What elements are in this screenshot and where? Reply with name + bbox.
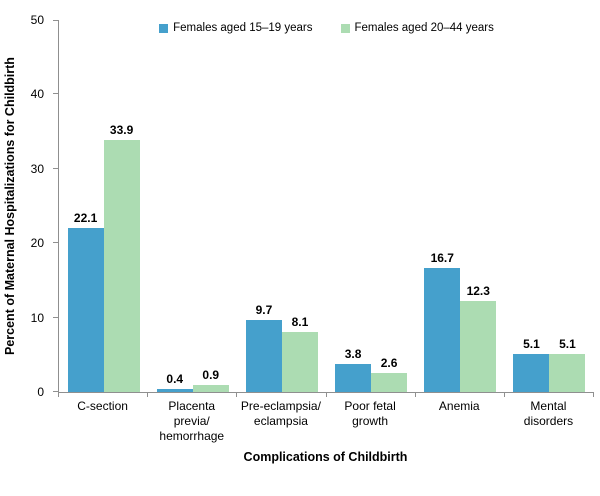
x-tick-mark: [236, 392, 238, 397]
bar-groups: 22.1 33.9 0.4 0.9 9.7 8.1 3.8 2.6 16.7 12.3 5.1 5.1: [59, 20, 594, 392]
x-category-label: Poor fetal growth: [344, 399, 396, 428]
y-tick-mark: [53, 316, 59, 318]
x-category-label: Placenta previa/hemorrhage: [159, 399, 225, 443]
legend-label: Females aged 15–19 years: [173, 22, 313, 34]
x-tick-mark: [325, 392, 327, 397]
bar-group: 16.7 12.3: [416, 20, 505, 392]
bar-value-label: 2.6: [380, 355, 398, 370]
x-tick-mark: [503, 392, 505, 397]
legend-item: Females aged 20–44 years: [340, 22, 494, 34]
x-category-label: Pre-eclampsia/eclampsia: [240, 399, 321, 428]
bar: 12.3: [460, 284, 497, 392]
y-tick-mark: [53, 20, 59, 21]
bar: 2.6: [371, 356, 408, 392]
bar: 3.8: [335, 347, 372, 392]
x-category-label: C-section: [77, 399, 128, 413]
bar-value-label: 5.1: [523, 337, 540, 352]
y-tick-label: 50: [30, 13, 44, 27]
bar-value-label: 0.9: [202, 368, 220, 383]
x-tick-mark: [414, 392, 416, 397]
legend-swatch-icon: [159, 23, 169, 33]
legend-label: Females aged 20–44 years: [354, 22, 494, 34]
bar-group: 22.1 33.9: [59, 20, 148, 392]
bar-value-label: 8.1: [291, 314, 309, 329]
x-tick-mark: [58, 392, 59, 397]
bar: 9.7: [245, 303, 282, 392]
x-tick-mark: [147, 392, 149, 397]
y-tick-label: 40: [30, 87, 44, 102]
bar-value-label: 3.8: [344, 346, 362, 361]
bar-value-label: 16.7: [430, 250, 454, 265]
bar-value-label: 12.3: [466, 283, 490, 298]
x-axis-category-labels: C-section Placenta previa/hemorrhage Pre-ec…: [58, 399, 593, 444]
bar: 33.9: [103, 123, 140, 392]
bar: 0.9: [192, 368, 229, 392]
bar: 8.1: [281, 315, 318, 392]
bar-value-label: 9.7: [255, 302, 273, 317]
y-tick-label: 10: [30, 310, 44, 325]
y-tick-mark: [53, 93, 59, 95]
bar: 5.1: [513, 337, 550, 392]
x-category-label: Anemia: [438, 399, 480, 413]
y-tick-mark: [53, 391, 59, 392]
bar-group: 0.4 0.9: [148, 20, 237, 392]
bar-value-label: 22.1: [73, 210, 98, 225]
legend-swatch-icon: [340, 23, 350, 33]
y-axis-title: Percent of Maternal Hospitalizations for…: [3, 57, 17, 355]
y-tick-label: 30: [30, 161, 44, 176]
legend: Females aged 15–19 years Females aged 20–…: [59, 22, 594, 34]
bar-group: 5.1 5.1: [505, 20, 594, 392]
x-tick-mark: [593, 392, 594, 397]
x-axis-title: Complications of Childbirth: [243, 450, 408, 464]
bar: 16.7: [424, 251, 461, 392]
bar-value-label: 0.4: [166, 372, 184, 387]
bar-group: 9.7 8.1: [237, 20, 326, 392]
bar-value-label: 5.1: [559, 337, 576, 352]
bar: 5.1: [549, 337, 586, 392]
bar: 22.1: [67, 211, 104, 392]
x-category-label: Mental disorders: [523, 399, 574, 428]
bar: 0.4: [156, 372, 193, 392]
y-tick-label: 0: [37, 385, 44, 399]
legend-item: Females aged 15–19 years: [159, 22, 313, 34]
plot-area: Females aged 15–19 years Females aged 20–…: [53, 20, 594, 397]
y-tick-mark: [53, 242, 59, 244]
y-tick-label: 20: [30, 236, 44, 251]
bar-value-label: 33.9: [109, 122, 134, 137]
bar-group: 3.8 2.6: [327, 20, 416, 392]
y-tick-mark: [53, 167, 59, 169]
